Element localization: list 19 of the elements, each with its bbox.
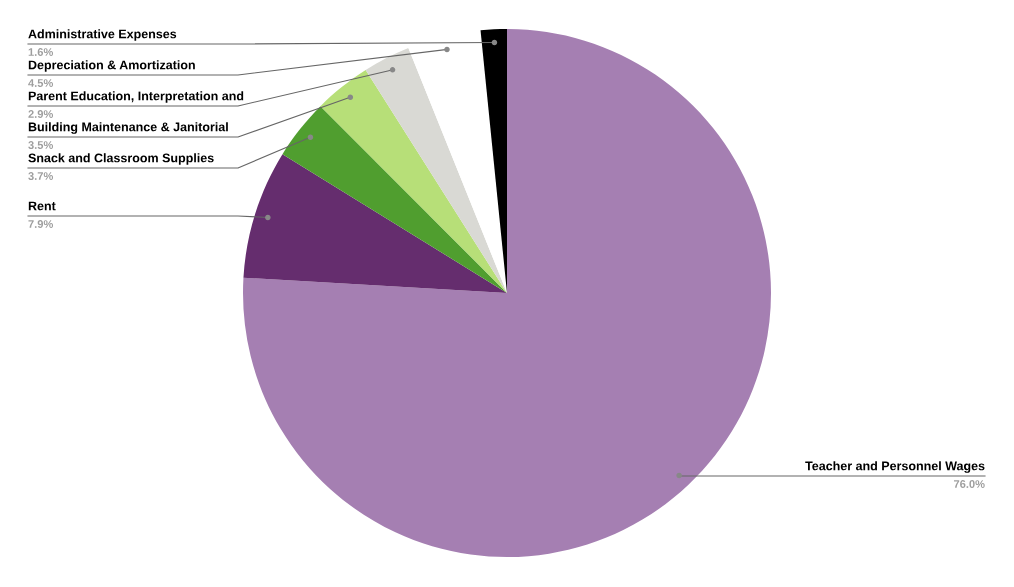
pie-slice	[365, 48, 507, 293]
slice-label: Depreciation & Amortization	[28, 60, 195, 72]
slice-label: Administrative Expenses	[28, 29, 177, 41]
slice-label: Parent Education, Interpretation and	[28, 91, 244, 103]
data-label: 76.0%	[953, 480, 985, 488]
data-label: 3.5%	[28, 141, 54, 149]
data-label: 2.9%	[28, 110, 54, 118]
slice-label: Snack and Classroom Supplies	[28, 153, 214, 165]
data-label: 7.9%	[28, 220, 54, 228]
data-label: 3.7%	[28, 172, 54, 180]
slice-label: Building Maintenance & Janitorial	[28, 122, 228, 134]
slice-label: Rent	[28, 201, 56, 211]
data-label: 4.5%	[28, 79, 54, 87]
data-label: 1.6%	[28, 48, 54, 56]
pie-slice	[243, 154, 507, 293]
pie-slice	[320, 70, 507, 293]
pie-slice	[243, 29, 771, 557]
slice-label: Teacher and Personnel Wages	[805, 461, 985, 473]
pie-slice	[282, 106, 507, 293]
